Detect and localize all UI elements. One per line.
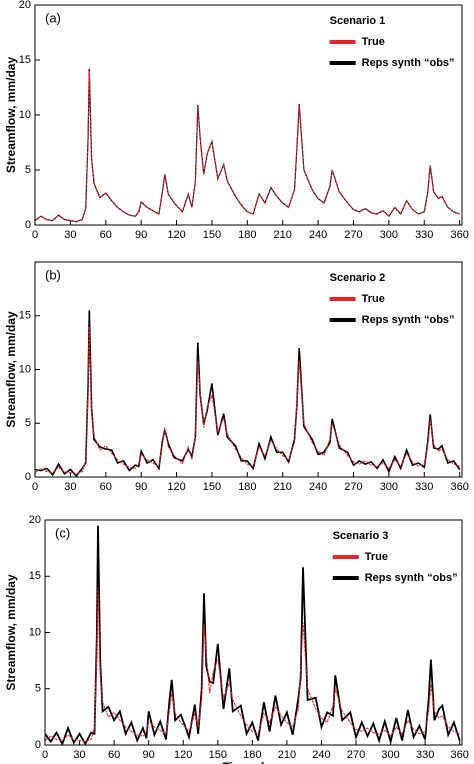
x-tick-label: 60 [108, 749, 120, 761]
series-line [34, 70, 460, 223]
x-tick-label: 360 [450, 481, 468, 493]
legend-label: True [362, 293, 385, 305]
x-tick-label: 360 [451, 749, 469, 761]
x-tick-label: 180 [243, 749, 261, 761]
x-tick-label: 90 [135, 481, 147, 493]
x-tick-label: 60 [100, 481, 112, 493]
x-tick-label: 330 [416, 749, 434, 761]
plot-frame [44, 519, 463, 746]
x-tick-label: 30 [64, 481, 76, 493]
series-line [44, 587, 460, 743]
x-tick-label: 150 [209, 749, 227, 761]
y-tick-label: 10 [29, 626, 41, 638]
y-tick-label: 0 [35, 739, 41, 751]
panel-label: (c) [55, 525, 70, 540]
x-tick-label: 90 [135, 229, 147, 241]
y-tick-label: 0 [25, 471, 31, 483]
x-tick-label: 270 [344, 481, 362, 493]
x-tick-label: 270 [344, 229, 362, 241]
plot-frame [34, 261, 463, 478]
x-tick-label: 360 [450, 229, 468, 241]
series-line [34, 68, 460, 223]
x-axis-label: Time, days [223, 760, 285, 764]
panel-title: Scenario 1 [330, 15, 386, 27]
legend-label: True [365, 551, 388, 563]
y-axis-label: Streamflow, mm/day [4, 311, 18, 428]
panel-label: (a) [45, 10, 61, 25]
x-tick-label: 180 [238, 481, 256, 493]
y-tick-label: 15 [19, 310, 31, 322]
series-line [34, 326, 460, 475]
x-tick-label: 270 [347, 749, 365, 761]
panel-title: Scenario 2 [330, 272, 386, 284]
x-tick-label: 210 [274, 229, 292, 241]
y-tick-label: 15 [19, 54, 31, 66]
x-tick-label: 300 [381, 749, 399, 761]
y-tick-label: 5 [25, 164, 31, 176]
y-tick-label: 10 [19, 109, 31, 121]
panel-label: (b) [45, 267, 61, 282]
x-tick-label: 180 [238, 229, 256, 241]
x-tick-label: 330 [415, 481, 433, 493]
panel: 0 5 10 15 20 0 30 60 90 120 150 180 210 240 270 300 330 3… [4, 514, 469, 764]
y-tick-label: 20 [29, 514, 41, 526]
x-tick-label: 330 [415, 229, 433, 241]
y-tick-label: 5 [35, 683, 41, 695]
x-tick-label: 300 [380, 229, 398, 241]
x-tick-label: 210 [274, 481, 292, 493]
x-tick-label: 0 [32, 229, 38, 241]
x-tick-label: 240 [309, 229, 327, 241]
series-line [34, 310, 461, 478]
x-tick-label: 210 [278, 749, 296, 761]
x-tick-label: 120 [174, 749, 192, 761]
y-axis-label: Streamflow, mm/day [4, 57, 18, 174]
x-tick-label: 30 [73, 749, 85, 761]
y-tick-label: 0 [25, 219, 31, 231]
legend-label: True [362, 36, 385, 48]
x-tick-label: 60 [100, 229, 112, 241]
y-tick-label: 10 [19, 363, 31, 375]
x-tick-label: 90 [143, 749, 155, 761]
x-tick-label: 240 [312, 749, 330, 761]
legend-label: Reps synth “obs” [362, 314, 455, 326]
y-tick-label: 20 [19, 0, 31, 11]
panel-title: Scenario 3 [333, 530, 389, 542]
x-tick-label: 0 [32, 481, 38, 493]
x-tick-label: 150 [203, 481, 221, 493]
panel: 0 5 10 15 20 0 30 60 90 120 150 180 210 240 270 300 330 3… [4, 0, 469, 241]
x-tick-label: 150 [203, 229, 221, 241]
x-tick-label: 0 [42, 749, 48, 761]
x-tick-label: 240 [309, 481, 327, 493]
legend-label: Reps synth “obs” [365, 572, 458, 584]
x-tick-label: 120 [167, 229, 185, 241]
plot-frame [34, 4, 463, 226]
x-tick-label: 120 [167, 481, 185, 493]
legend-label: Reps synth “obs” [362, 57, 455, 69]
x-tick-label: 30 [64, 229, 76, 241]
y-tick-label: 15 [29, 570, 41, 582]
x-tick-label: 300 [380, 481, 398, 493]
series-line [44, 525, 461, 747]
y-tick-label: 5 [25, 417, 31, 429]
y-axis-label: Streamflow, mm/day [4, 574, 18, 691]
